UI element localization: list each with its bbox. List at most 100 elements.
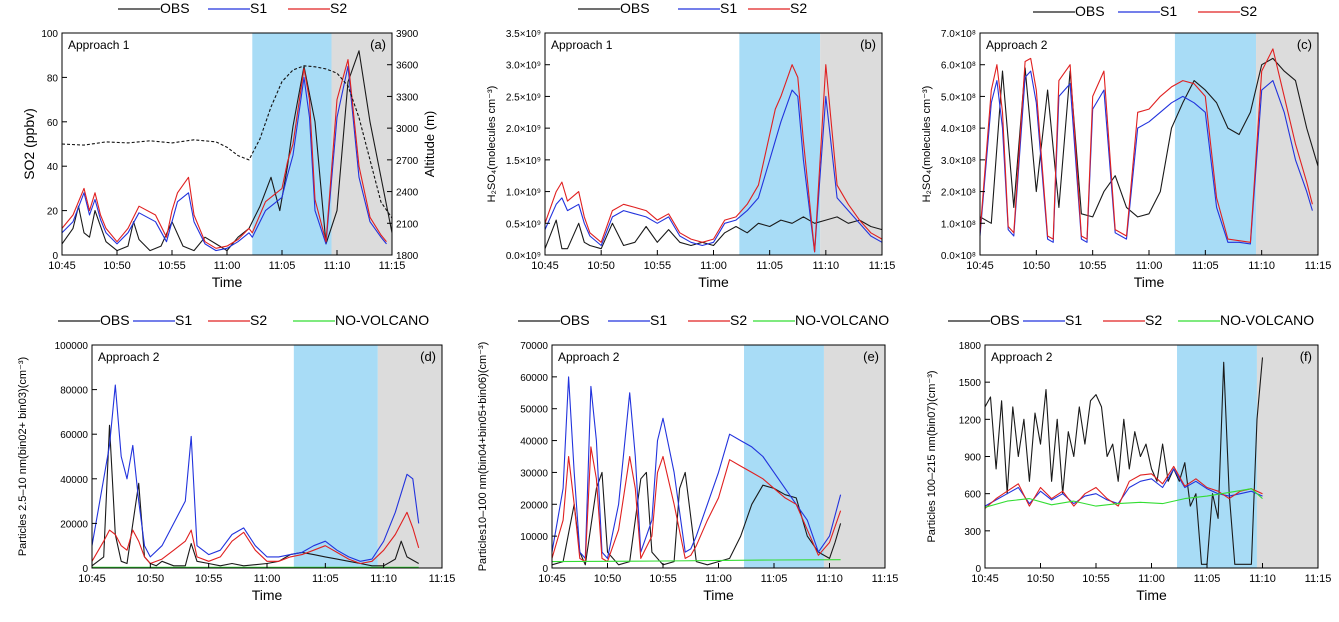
x-tick-label: 11:15 — [1305, 573, 1332, 585]
y-tick-label: 3.0×10⁹ — [506, 61, 541, 72]
x-tick-label: 10:55 — [1079, 260, 1107, 272]
y-tick-label: 0 — [52, 251, 58, 262]
legend-label-no-volcano: NO-VOLCANO — [335, 312, 429, 328]
panel-label: (b) — [860, 37, 876, 52]
x-tick-label: 11:10 — [370, 573, 397, 585]
x-axis-label: Time — [703, 587, 734, 603]
chart-panel-c: 10:45 10:50 10:55 11:00 11:05 11:10 11:15 0.0×1… — [921, 3, 1331, 290]
x-tick-label: 10:55 — [649, 573, 677, 585]
legend-label-obs: OBS — [620, 0, 650, 16]
x-tick-label: 11:15 — [872, 573, 899, 585]
legend-label-s1: S1 — [175, 312, 192, 328]
x-tick-label: 11:15 — [1305, 260, 1332, 272]
shade-volcano-period — [252, 33, 332, 255]
y-tick-label: 70000 — [520, 341, 548, 352]
y2-tick-label: 3000 — [396, 124, 419, 135]
series-s1-line — [551, 376, 842, 559]
x-tick-label: 11:05 — [269, 260, 296, 272]
legend-label-s1: S1 — [650, 312, 667, 328]
panel-label: (e) — [863, 349, 879, 364]
y-tick-label: 2.0×10⁹ — [506, 124, 541, 135]
x-axis-label: Time — [1136, 587, 1167, 603]
x-tick-label: 11:15 — [429, 573, 456, 585]
series-altitude-line — [61, 65, 393, 219]
legend-label-s1: S1 — [1065, 312, 1082, 328]
y-tick-label: 1800 — [959, 341, 982, 352]
x-tick-label: 11:10 — [324, 260, 351, 272]
shade-volcano-period — [1177, 345, 1257, 568]
y2-tick-label: 1800 — [396, 251, 419, 262]
x-tick-label: 11:00 — [700, 260, 727, 272]
y-tick-label: 20000 — [60, 519, 88, 530]
series-no-volcano-line — [551, 559, 841, 563]
y-tick-label: 7.0×10⁸ — [941, 29, 976, 40]
chart-panel-a: 10:45 10:50 10:55 11:00 11:05 11:10 11:15 0 20 40… — [21, 0, 437, 290]
y-axis-label: SO2 (ppbv) — [21, 108, 37, 180]
series-no-volcano-line — [984, 488, 1263, 508]
y2-axis-label: Altitude (m) — [422, 111, 437, 177]
y-tick-label: 20 — [47, 207, 59, 218]
legend-label-s2: S2 — [1240, 3, 1257, 19]
y-tick-label: 20000 — [520, 500, 548, 511]
approach-label: Approach 2 — [558, 350, 620, 364]
series-obs-line — [984, 357, 1264, 565]
series-obs-line — [979, 57, 1319, 224]
legend: OBS S1 S2 — [118, 0, 347, 16]
x-tick-label: 11:00 — [1136, 260, 1163, 272]
legend-label-s2: S2 — [250, 312, 267, 328]
y-tick-label: 3.5×10⁹ — [506, 29, 541, 40]
y-axis-label: H₂SO₄(molecules cm⁻³) — [486, 86, 498, 203]
x-tick-label: 11:10 — [1248, 260, 1275, 272]
legend-label-obs: OBS — [990, 312, 1020, 328]
y-tick-label: 50000 — [520, 405, 548, 416]
x-tick-label: 11:05 — [761, 573, 788, 585]
panel-label: (c) — [1297, 37, 1312, 52]
x-tick-label: 10:50 — [594, 573, 622, 585]
x-tick-label: 11:15 — [869, 260, 896, 272]
x-tick-label: 10:55 — [195, 573, 223, 585]
series-s2-line — [91, 511, 420, 565]
y-axis-label: Particles10–100 nm(bin04+bin05+bin06)(cm… — [477, 342, 489, 572]
legend-label-s1: S1 — [720, 0, 737, 16]
y-tick-label: 0 — [542, 564, 548, 575]
y-tick-label: 6.0×10⁸ — [941, 61, 976, 72]
y-tick-label: 5.0×10⁸ — [941, 92, 976, 103]
legend-label-obs: OBS — [160, 0, 190, 16]
legend: OBS S1 S2 NO-VOLCANO — [518, 312, 889, 328]
series-s2-line — [984, 465, 1263, 509]
x-axis-label: Time — [1134, 274, 1165, 290]
x-axis-label: Time — [252, 587, 283, 603]
y-tick-label: 1500 — [959, 378, 982, 389]
y-tick-label: 40 — [47, 162, 59, 173]
legend-label-obs: OBS — [560, 312, 590, 328]
approach-label: Approach 2 — [986, 38, 1048, 52]
y-tick-label: 0.0×10⁸ — [941, 251, 976, 262]
y2-tick-label: 3900 — [396, 29, 419, 40]
y-tick-label: 600 — [964, 490, 981, 501]
series-s2-line — [979, 48, 1313, 243]
shade-volcano-period — [293, 345, 378, 568]
y-tick-label: 2.5×10⁹ — [506, 92, 541, 103]
series-s1-line — [984, 468, 1263, 507]
x-tick-label: 11:10 — [812, 260, 839, 272]
series-s1-line — [544, 89, 883, 253]
x-tick-label: 11:10 — [816, 573, 843, 585]
shade-grey-period — [820, 33, 882, 255]
shade-grey-period — [377, 345, 442, 568]
y-tick-label: 0 — [82, 564, 88, 575]
y-tick-label: 300 — [964, 527, 981, 538]
shade-volcano-period — [1174, 33, 1257, 255]
legend-label-s2: S2 — [330, 0, 347, 16]
y-tick-label: 60 — [47, 118, 59, 129]
legend: OBS S1 S2 NO-VOLCANO — [58, 312, 429, 328]
legend-label-no-volcano: NO-VOLCANO — [1220, 312, 1314, 328]
x-tick-label: 10:55 — [1082, 573, 1110, 585]
panel-label: (a) — [370, 37, 386, 52]
y2-tick-label: 3300 — [396, 92, 419, 103]
shade-grey-period — [823, 345, 885, 568]
y2-tick-label: 2400 — [396, 188, 419, 199]
x-tick-label: 11:00 — [254, 573, 281, 585]
x-tick-label: 10:45 — [966, 260, 994, 272]
y-tick-label: 60000 — [60, 430, 88, 441]
